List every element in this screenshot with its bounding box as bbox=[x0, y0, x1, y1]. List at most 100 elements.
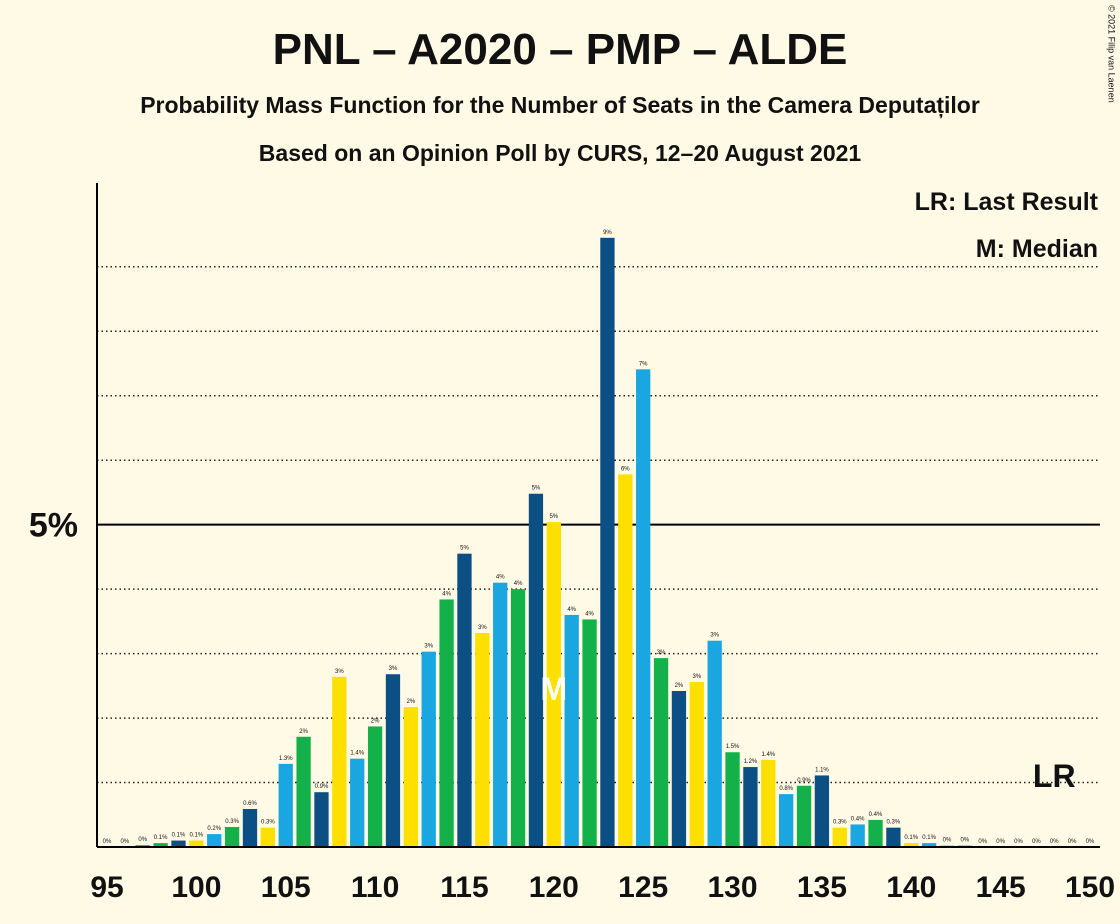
value-label: 0.1% bbox=[190, 833, 204, 839]
subtitle: Based on an Opinion Poll by CURS, 12–20 … bbox=[259, 140, 862, 166]
bar bbox=[153, 843, 168, 847]
bar bbox=[439, 599, 454, 847]
bar bbox=[457, 553, 472, 847]
bar bbox=[546, 522, 561, 847]
value-label: 0% bbox=[1050, 839, 1059, 845]
bar bbox=[332, 676, 347, 847]
y-tick-label: 5% bbox=[29, 507, 78, 545]
bar bbox=[761, 759, 776, 847]
bar bbox=[886, 827, 901, 847]
value-label: 0% bbox=[121, 839, 130, 845]
bar bbox=[278, 763, 293, 847]
value-label: 4% bbox=[442, 591, 451, 597]
bar bbox=[850, 824, 865, 847]
bar bbox=[689, 681, 704, 847]
value-label: 0.1% bbox=[154, 835, 168, 841]
legend-entry: M: Median bbox=[976, 235, 1098, 263]
x-tick-label: 135 bbox=[797, 871, 847, 904]
value-label: 7% bbox=[639, 361, 648, 367]
bar bbox=[242, 808, 258, 847]
value-label: 5% bbox=[460, 546, 469, 552]
bar bbox=[904, 843, 919, 847]
bar bbox=[725, 752, 740, 847]
bar bbox=[350, 758, 365, 847]
bar bbox=[314, 792, 329, 847]
bar bbox=[493, 582, 508, 847]
value-label: 2% bbox=[407, 699, 416, 705]
x-tick-label: 110 bbox=[351, 871, 399, 904]
value-label: 0.4% bbox=[869, 812, 883, 818]
value-label: 1.4% bbox=[350, 751, 364, 757]
value-label: 3% bbox=[710, 633, 719, 639]
value-label: 2% bbox=[675, 683, 684, 689]
value-label: 0% bbox=[103, 839, 112, 845]
bar bbox=[796, 785, 812, 847]
value-label: 2% bbox=[371, 718, 380, 724]
x-tick-label: 145 bbox=[976, 871, 1026, 904]
value-label: 9% bbox=[603, 230, 612, 236]
subtitle: Probability Mass Function for the Number… bbox=[140, 92, 980, 119]
bar bbox=[367, 726, 383, 847]
bar bbox=[564, 614, 579, 847]
value-label: 0.9% bbox=[315, 784, 329, 790]
legend-entry: LR: Last Result bbox=[915, 188, 1099, 216]
bar bbox=[207, 834, 222, 847]
bar bbox=[385, 674, 401, 847]
bar bbox=[868, 819, 883, 847]
value-label: 3% bbox=[335, 669, 344, 675]
x-tick-label: 105 bbox=[261, 871, 311, 904]
value-label: 3% bbox=[657, 650, 666, 656]
bar bbox=[707, 640, 722, 847]
bar bbox=[779, 794, 794, 847]
value-label: 0.1% bbox=[172, 833, 186, 839]
value-label: 6% bbox=[621, 466, 630, 472]
copyright: © 2021 Filip van Laenen bbox=[1107, 5, 1117, 103]
bar bbox=[832, 827, 847, 847]
bar bbox=[921, 843, 937, 847]
value-label: 3% bbox=[478, 625, 487, 631]
bar bbox=[636, 369, 651, 847]
x-tick-label: 150 bbox=[1065, 871, 1115, 904]
chart-title: PNL – A2020 – PMP – ALDE bbox=[273, 25, 848, 74]
x-tick-label: 95 bbox=[90, 871, 123, 904]
value-label: 2% bbox=[299, 729, 308, 735]
bar bbox=[743, 767, 758, 847]
bar bbox=[510, 589, 526, 847]
value-label: 0% bbox=[978, 839, 987, 845]
value-label: 0% bbox=[1032, 839, 1041, 845]
value-label: 5% bbox=[549, 514, 558, 520]
value-label: 4% bbox=[496, 575, 505, 581]
value-label: 0.6% bbox=[243, 801, 257, 807]
bar bbox=[618, 474, 633, 847]
bar bbox=[582, 619, 597, 847]
value-label: 0.8% bbox=[779, 786, 793, 792]
value-label: 0.9% bbox=[797, 778, 811, 784]
value-label: 0% bbox=[1014, 839, 1023, 845]
x-tick-label: 120 bbox=[529, 871, 579, 904]
value-label: 0.3% bbox=[833, 820, 847, 826]
value-label: 0.1% bbox=[922, 835, 936, 841]
bar bbox=[475, 632, 490, 847]
value-label: 1.3% bbox=[279, 756, 293, 762]
bar bbox=[171, 840, 186, 847]
value-label: 1.1% bbox=[815, 767, 829, 773]
value-label: 4% bbox=[514, 581, 523, 587]
bar bbox=[296, 736, 311, 847]
bar bbox=[224, 827, 240, 847]
value-label: 0.2% bbox=[207, 826, 221, 832]
last-result-marker: LR bbox=[1033, 758, 1076, 794]
value-label: 4% bbox=[567, 607, 576, 613]
value-label: 5% bbox=[532, 486, 541, 492]
value-label: 3% bbox=[389, 666, 398, 672]
bar bbox=[653, 658, 669, 847]
value-label: 0% bbox=[943, 838, 952, 844]
value-label: 1.2% bbox=[744, 759, 758, 765]
bar bbox=[600, 237, 615, 847]
value-label: 4% bbox=[585, 611, 594, 617]
x-tick-label: 125 bbox=[618, 871, 668, 904]
value-label: 0.3% bbox=[225, 819, 239, 825]
value-label: 3% bbox=[424, 644, 433, 650]
x-tick-label: 130 bbox=[708, 871, 758, 904]
value-label: 0.3% bbox=[887, 820, 901, 826]
